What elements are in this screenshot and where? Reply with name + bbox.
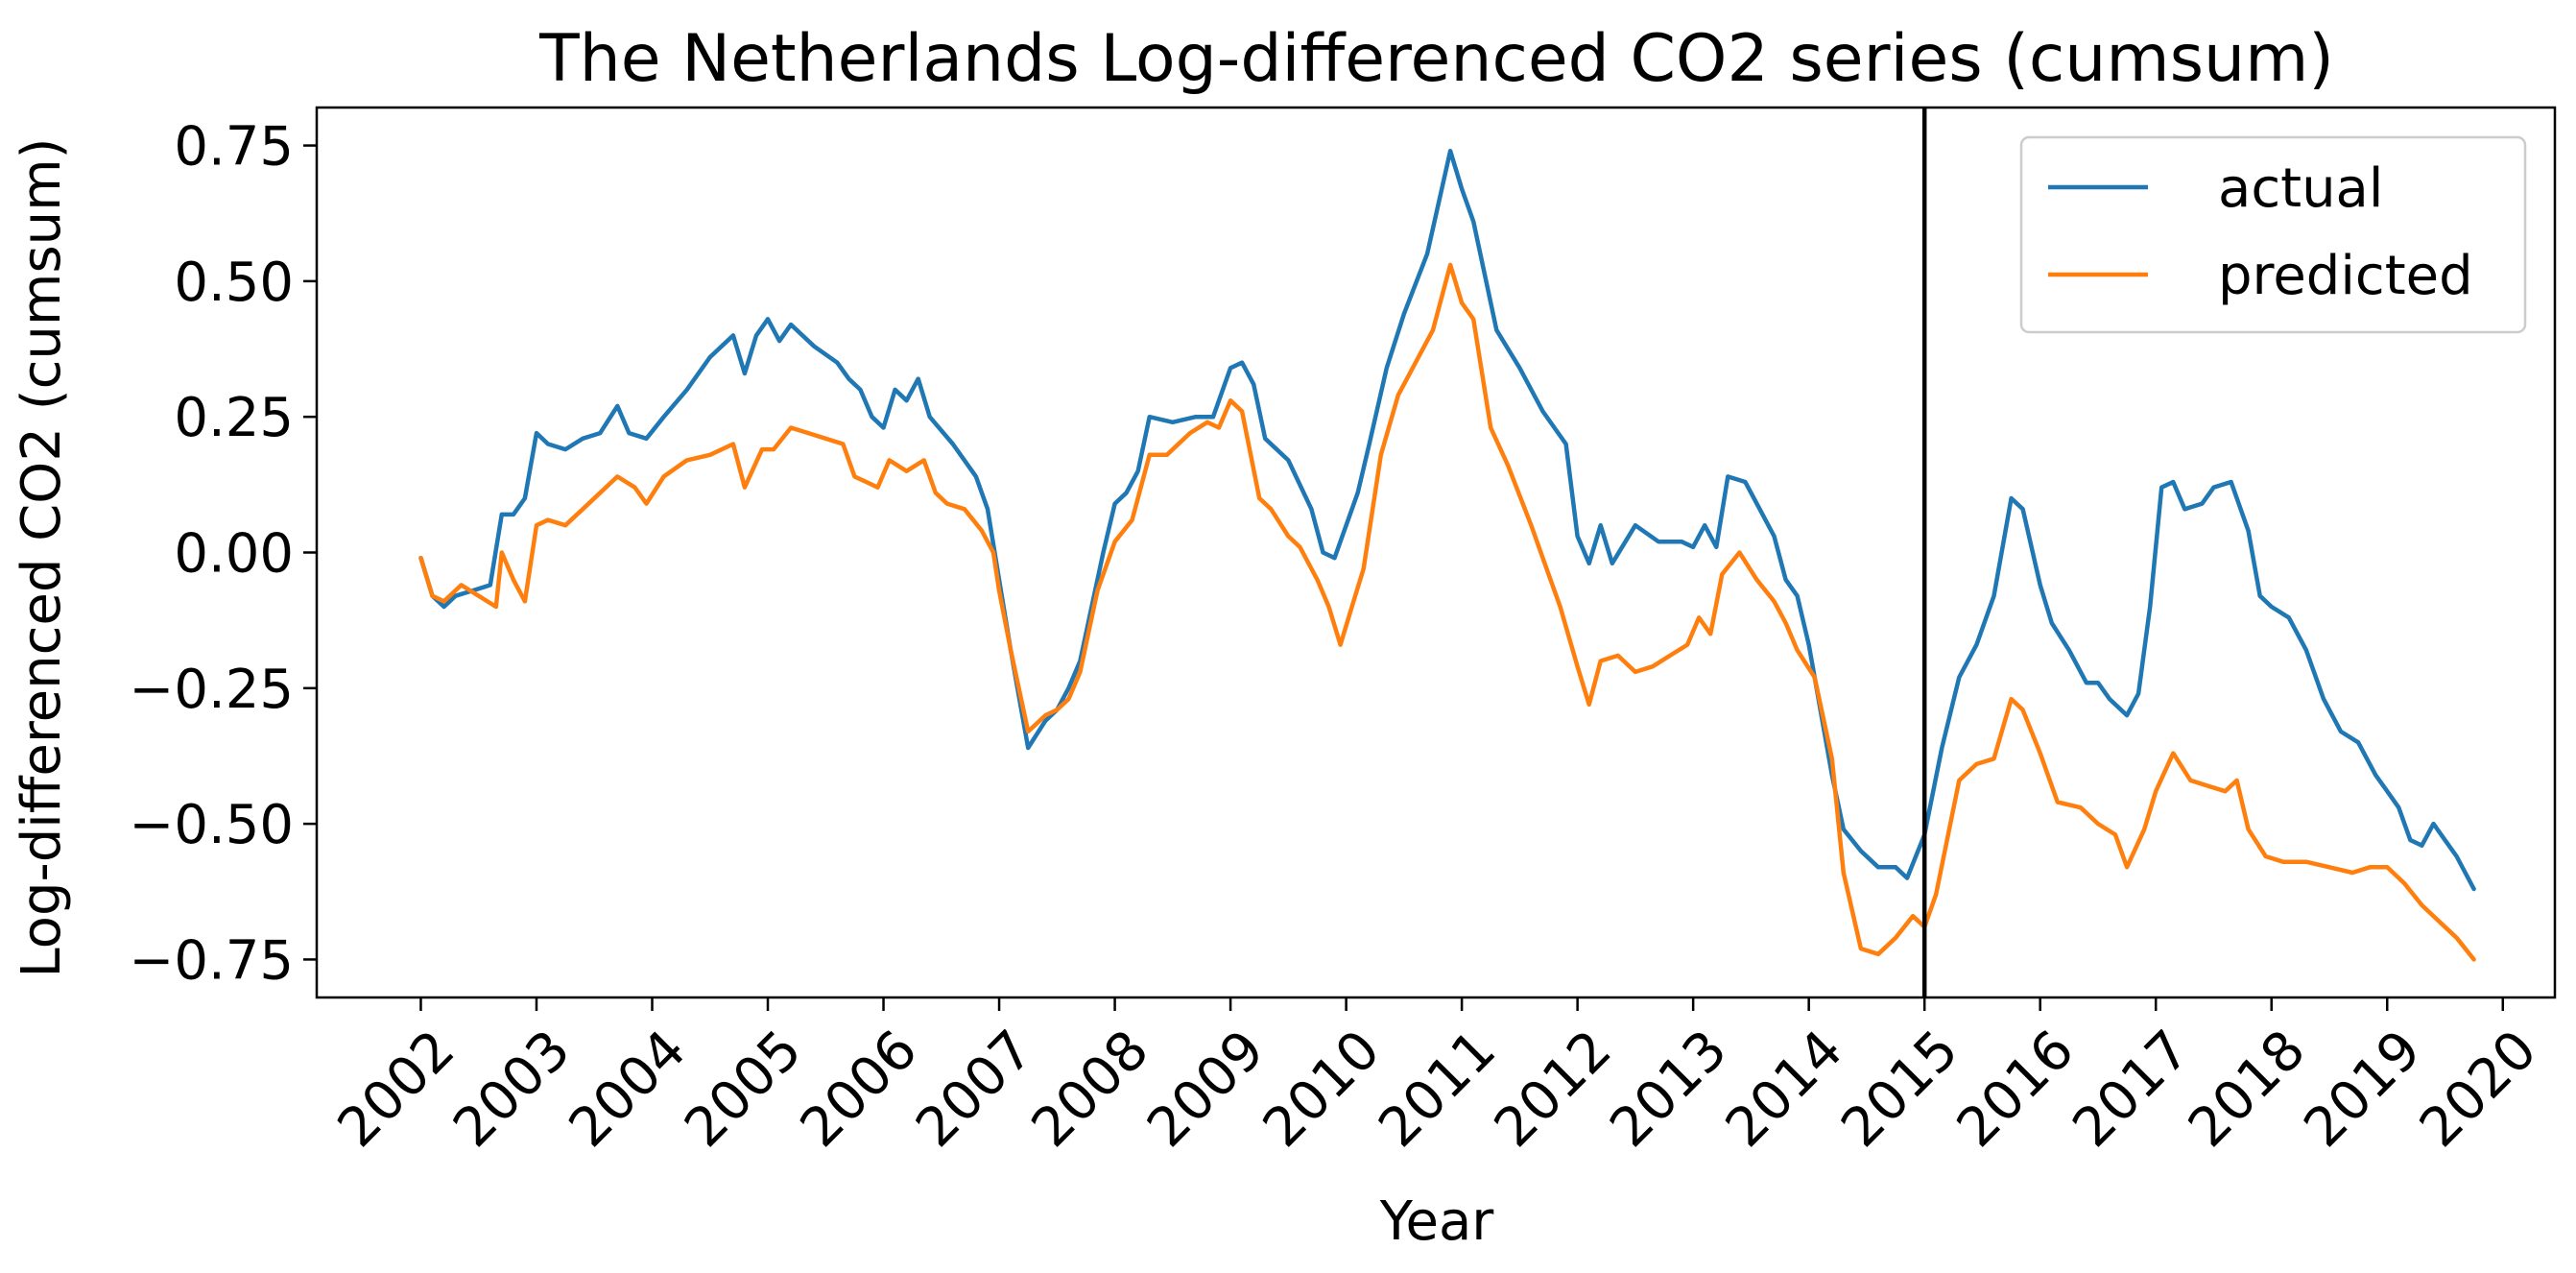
y-tick-label: −0.25 (129, 659, 294, 721)
y-tick-label: 0.25 (174, 387, 294, 449)
legend-label-actual: actual (2218, 157, 2383, 220)
x-tick-label: 2015 (1829, 1019, 1970, 1160)
y-tick-label: 0.75 (174, 116, 294, 179)
x-tick-label: 2004 (558, 1019, 699, 1160)
y-tick-label: 0.50 (174, 252, 294, 314)
x-tick-label: 2003 (441, 1019, 583, 1160)
x-tick-label: 2014 (1714, 1019, 1855, 1160)
x-tick-label: 2008 (1020, 1019, 1161, 1160)
plot-area-frame (315, 106, 2557, 999)
x-tick-label: 2012 (1483, 1019, 1624, 1160)
x-tick-label: 2019 (2292, 1019, 2433, 1160)
x-tick-label: 2002 (326, 1019, 467, 1160)
x-tick-label: 2011 (1367, 1019, 1508, 1160)
x-tick-label: 2013 (1598, 1019, 1739, 1160)
x-tick-label: 2005 (673, 1019, 814, 1160)
y-tick-label: 0.00 (174, 523, 294, 586)
y-axis-label: Log-differenced CO2 (cumsum) (11, 137, 73, 977)
series-lines (418, 148, 2476, 962)
x-tick-label: 2018 (2177, 1019, 2318, 1160)
x-tick-label: 2020 (2408, 1019, 2549, 1160)
x-tick-label: 2017 (2061, 1019, 2202, 1160)
chart-title: The Netherlands Log-differenced CO2 seri… (538, 21, 2334, 97)
x-tick-label: 2009 (1135, 1019, 1276, 1160)
legend-label-predicted: predicted (2218, 245, 2473, 307)
x-tick-label: 2016 (1945, 1019, 2087, 1160)
x-tick-label: 2007 (904, 1019, 1045, 1160)
series-line-actual (418, 148, 2476, 892)
series-line-predicted (418, 262, 2476, 962)
x-tick-label: 2006 (789, 1019, 930, 1160)
y-tick-label: −0.75 (129, 929, 294, 992)
y-tick-label: −0.50 (129, 794, 294, 856)
x-tick-label: 2010 (1252, 1019, 1393, 1160)
legend: actual predicted (2019, 135, 2527, 334)
x-axis-label: Year (1379, 1190, 1495, 1253)
